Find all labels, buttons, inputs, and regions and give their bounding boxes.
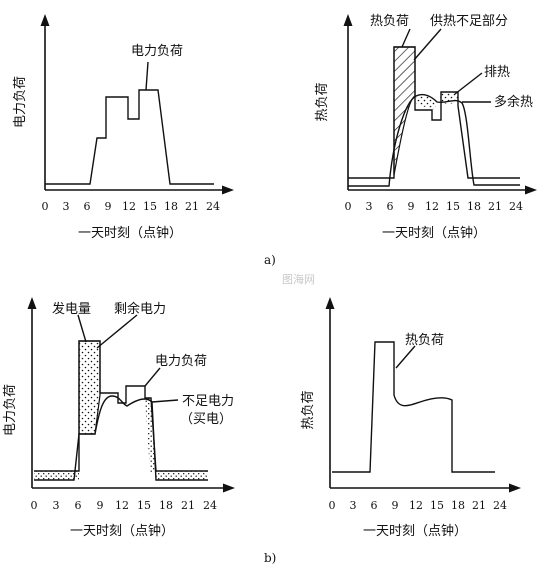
electric-load-curve <box>34 395 208 481</box>
x-tick-21: 21 <box>181 499 195 512</box>
x-tick-15: 15 <box>143 200 157 213</box>
x-tick-6: 6 <box>75 499 82 512</box>
x-tick-18: 18 <box>159 499 173 512</box>
watermark: 图海网 <box>282 272 315 286</box>
x-tick-6: 6 <box>84 200 91 213</box>
x-tick-15: 15 <box>430 499 444 512</box>
x-tick-3: 3 <box>63 200 70 213</box>
x-tick-3: 3 <box>53 499 60 512</box>
y-axis-label: 热负荷 <box>301 390 316 429</box>
x-tick-3: 3 <box>350 499 357 512</box>
x-tick-12: 12 <box>122 200 136 213</box>
y-axis-arrow <box>325 297 335 309</box>
heat-output-curve <box>348 93 520 187</box>
x-axis-label: 一天时刻（点钟） <box>70 523 174 539</box>
heat-load-label: 热负荷 <box>405 333 444 348</box>
y-axis-arrow <box>40 14 50 26</box>
surplus-heat-area-1 <box>416 95 436 110</box>
generation-label: 发电量 <box>52 301 91 317</box>
sublabel-b: b) <box>264 551 276 565</box>
shortfall-label-line2: （买电） <box>180 412 232 427</box>
x-tick-6: 6 <box>387 200 394 213</box>
surplus-heat-label: 多余热 <box>494 94 533 110</box>
generation-leader <box>77 314 87 343</box>
x-tick-0: 0 <box>42 200 49 213</box>
heat-shortfall-area <box>393 46 416 176</box>
heat-shortfall-label: 供热不足部分 <box>430 14 508 29</box>
exhaust-heat-leader <box>454 72 483 95</box>
exhaust-heat-label: 排热 <box>484 65 510 80</box>
heat-shortfall-leader <box>413 28 442 61</box>
surplus-power-area-base-right <box>156 471 208 480</box>
x-tick-24: 24 <box>206 200 220 213</box>
x-tick-3: 3 <box>366 200 373 213</box>
x-tick-0: 0 <box>345 200 352 213</box>
x-tick-0: 0 <box>31 499 38 512</box>
x-tick-18: 18 <box>164 200 178 213</box>
x-tick-6: 6 <box>371 499 378 512</box>
y-axis-arrow <box>27 297 37 309</box>
power-load-leader <box>144 367 161 387</box>
electric-load-label: 电力负荷 <box>131 44 183 59</box>
x-axis-arrow <box>222 185 234 195</box>
shortfall-leader <box>151 399 179 403</box>
surplus-power-label: 剩余电力 <box>114 301 166 317</box>
surplus-power-area-base-left <box>34 471 79 480</box>
x-axis-label: 一天时刻（点钟） <box>363 523 467 539</box>
x-tick-9: 9 <box>97 499 104 512</box>
x-tick-18: 18 <box>467 200 481 213</box>
x-tick-9: 9 <box>408 200 415 213</box>
x-tick-24: 24 <box>509 200 523 213</box>
x-tick-15: 15 <box>137 499 151 512</box>
heat-load-label: 热负荷 <box>370 14 409 29</box>
heat-load-leader <box>395 345 416 369</box>
x-axis-label: 一天时刻（点钟） <box>382 225 486 241</box>
y-axis-label: 热负荷 <box>315 82 330 121</box>
heat-load-leader <box>401 28 411 48</box>
surplus-power-area-tail <box>145 398 156 472</box>
electric-load-curve <box>45 89 214 185</box>
electric-load-leader <box>145 61 149 91</box>
x-tick-12: 12 <box>409 499 423 512</box>
surplus-power-leader <box>96 314 138 349</box>
shortfall-label-line1: 不足电力 <box>182 394 234 409</box>
x-tick-9: 9 <box>105 200 112 213</box>
y-axis-label: 电力负荷 <box>13 76 28 128</box>
x-tick-18: 18 <box>451 499 465 512</box>
x-axis-arrow <box>525 185 537 195</box>
x-tick-24: 24 <box>493 499 507 512</box>
panel-a-left-chart: 电力负荷 电力负荷 0 3 6 9 12 15 18 21 24 一天时刻（点钟… <box>13 14 234 241</box>
x-tick-0: 0 <box>329 499 336 512</box>
y-axis-label: 电力负荷 <box>3 384 18 436</box>
panel-a-right-chart: 热负荷 热负荷 供热不足部分 排热 多余热 0 3 6 9 12 15 18 2… <box>315 14 537 241</box>
x-tick-21: 21 <box>472 499 486 512</box>
x-tick-21: 21 <box>185 200 199 213</box>
x-tick-24: 24 <box>203 499 217 512</box>
panel-b-right-chart: 热负荷 热负荷 0 3 6 9 12 15 18 21 24 一天时刻（点钟） <box>301 297 521 539</box>
power-load-label: 电力负荷 <box>155 354 207 369</box>
x-tick-9: 9 <box>392 499 399 512</box>
generation-curve <box>34 340 208 472</box>
x-axis-arrow <box>509 483 521 493</box>
sublabel-a: a) <box>264 253 276 267</box>
surplus-power-area-peak <box>78 340 101 435</box>
y-axis-arrow <box>343 14 353 26</box>
heat-load-curve <box>332 341 495 473</box>
x-axis-label: 一天时刻（点钟） <box>78 225 182 241</box>
x-tick-15: 15 <box>446 200 460 213</box>
x-tick-12: 12 <box>425 200 439 213</box>
panel-b-left-chart: 电力负荷 发电量 剩余电力 电力负荷 不足电力 （买电） 0 3 6 9 12 … <box>3 297 235 539</box>
x-tick-12: 12 <box>115 499 129 512</box>
heat-load-curve <box>348 46 520 179</box>
x-axis-arrow <box>223 483 235 493</box>
x-tick-21: 21 <box>488 200 502 213</box>
